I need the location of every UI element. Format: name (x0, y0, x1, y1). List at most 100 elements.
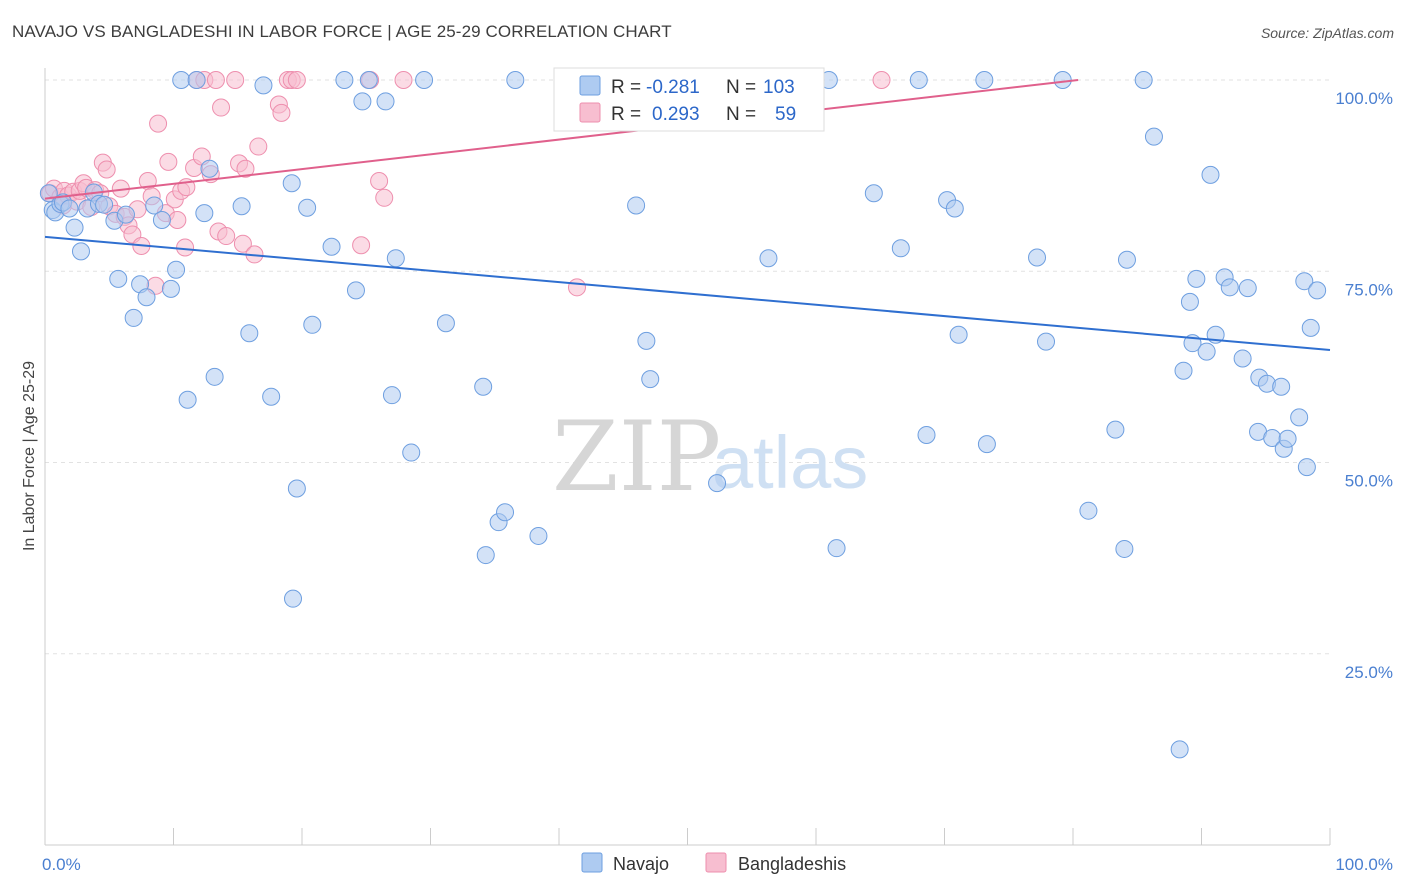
trend-lines (44, 79, 1331, 352)
navajo-point (506, 71, 525, 89)
navajo-point (109, 269, 128, 288)
navajo-point (167, 260, 186, 279)
navajo-point (949, 325, 968, 344)
navajo-point (262, 387, 281, 406)
navajo-point (303, 315, 322, 334)
navajo-point (917, 425, 936, 444)
navajo-point (529, 526, 548, 545)
navajo-point (415, 71, 434, 89)
navajo-point (1297, 458, 1316, 477)
navajo-point (254, 76, 273, 95)
navajo-point (1170, 740, 1189, 759)
navajo-point (152, 210, 171, 229)
bangladeshi-point (872, 71, 891, 89)
watermark-zip: ZIP (552, 401, 721, 513)
navajo-point (1295, 272, 1314, 291)
navajo-point (891, 239, 910, 258)
source-credit: Source: ZipAtlas.com (1260, 25, 1394, 41)
navajo-point (827, 539, 846, 558)
x-tick-labels: 0.0% 100.0% (42, 855, 1393, 874)
navajo-point (1037, 332, 1056, 351)
bangladeshi-point (149, 114, 168, 133)
y-tick-label: 25.0% (1345, 663, 1393, 682)
navajo-point (187, 71, 206, 89)
navajo-point (1028, 248, 1047, 267)
navajo-point (240, 324, 259, 343)
navajo-point (1233, 349, 1252, 368)
bangladeshi-trend-line (44, 79, 1079, 200)
navajo-point (386, 249, 405, 268)
navajo-point (1079, 501, 1098, 520)
navajo-point (1290, 408, 1309, 427)
bangladeshi-point (206, 71, 225, 89)
bangladeshi-point (249, 137, 268, 156)
legend-bangladeshi-swatch (579, 102, 601, 123)
bangladeshi-point (352, 236, 371, 255)
bangladeshi-point (97, 160, 116, 179)
navajo-point (1134, 71, 1153, 89)
navajo-points (39, 71, 1327, 759)
bangladeshi-point (236, 159, 255, 178)
legend-bangladeshi-n-label: N = (726, 104, 756, 125)
navajo-point (382, 386, 401, 405)
navajo-point (909, 71, 928, 89)
navajo-point (1115, 539, 1134, 558)
navajo-point (1272, 377, 1291, 396)
bangladeshi-point (567, 278, 586, 297)
bangladeshi-point (159, 152, 178, 171)
navajo-point (178, 390, 197, 409)
navajo-point (759, 249, 778, 268)
navajo-point (641, 370, 660, 389)
series-legend: Navajo Bangladeshis (581, 852, 846, 874)
bangladeshi-point (370, 171, 389, 190)
chart-title: NAVAJO VS BANGLADESHI IN LABOR FORCE | A… (12, 22, 672, 41)
legend-navajo-label: Navajo (613, 854, 669, 874)
y-tick-label: 100.0% (1335, 89, 1393, 108)
navajo-point (124, 308, 143, 327)
navajo-point (145, 196, 164, 215)
legend-bangladeshi-n-value: 59 (775, 104, 796, 125)
bangladeshi-point (212, 98, 231, 117)
navajo-point (708, 474, 727, 493)
navajo-point (1197, 342, 1216, 361)
legend-navajo-n-value: 103 (763, 77, 795, 98)
navajo-point (172, 71, 191, 89)
bangladeshi-point (168, 210, 187, 229)
navajo-point (1201, 165, 1220, 184)
navajo-point (195, 204, 214, 223)
navajo-point (1301, 318, 1320, 337)
correlation-legend: R = -0.281 N = 103 R = 0.293 N = 59 (553, 67, 825, 132)
navajo-point (1220, 278, 1239, 297)
navajo-point (284, 589, 303, 608)
bangladeshi-point (375, 188, 394, 207)
navajo-point (65, 218, 84, 237)
navajo-point (1180, 292, 1199, 311)
legend-bangladeshi-label: Bangladeshis (738, 854, 846, 874)
navajo-point (298, 198, 317, 217)
y-tick-label: 50.0% (1345, 472, 1393, 491)
bangladeshi-point (217, 227, 236, 246)
navajo-point (161, 279, 180, 298)
legend-navajo-marker (581, 852, 603, 873)
navajo-point (476, 546, 495, 565)
x-tick-label: 100.0% (1335, 855, 1393, 874)
navajo-point (353, 92, 372, 111)
navajo-point (1174, 361, 1193, 380)
bangladeshi-point (287, 71, 306, 89)
navajo-point (205, 367, 224, 386)
legend-bangladeshi-r-label: R = (611, 104, 641, 125)
navajo-point (1117, 250, 1136, 269)
navajo-point (282, 174, 301, 193)
legend-navajo-swatch (579, 75, 601, 96)
navajo-point (1053, 71, 1072, 89)
bangladeshi-point (176, 238, 195, 257)
watermark-atlas: atlas (712, 421, 868, 504)
y-tick-label: 75.0% (1345, 280, 1393, 299)
bangladeshi-point (394, 71, 413, 89)
navajo-trend-line (44, 235, 1331, 352)
legend-navajo-r-value: -0.281 (646, 77, 700, 98)
navajo-point (322, 237, 341, 256)
legend-bangladeshi-marker (705, 852, 727, 873)
navajo-point (1106, 420, 1125, 439)
